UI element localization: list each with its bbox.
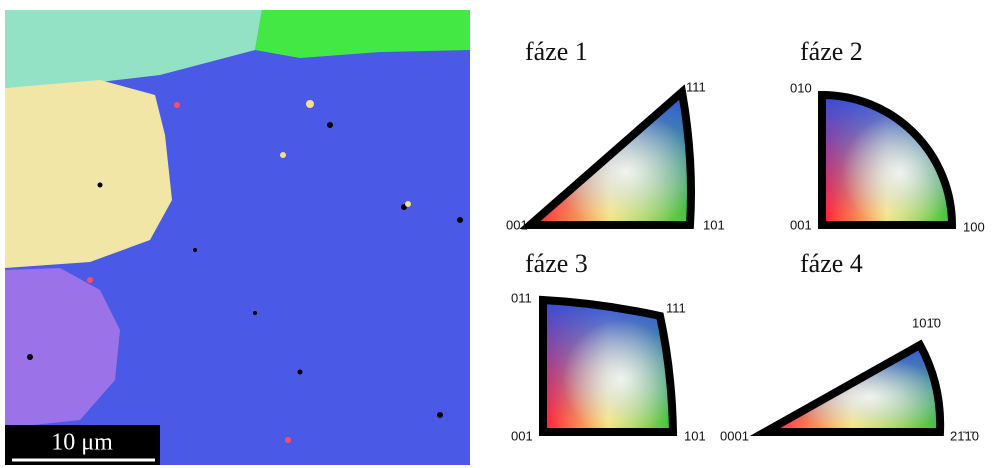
corner-label: 101 bbox=[703, 217, 725, 232]
corner-label: 101̄0 bbox=[912, 315, 941, 330]
ipf-key-2: fáze 2 010 001 100 bbox=[790, 37, 985, 234]
key-title: fáze 3 bbox=[525, 249, 588, 278]
corner-label: 100 bbox=[963, 219, 985, 234]
ipf-key-4: fáze 4 101̄0 0001 21̄1̄0 bbox=[720, 249, 979, 443]
orientation-map bbox=[5, 10, 470, 465]
key-title: fáze 2 bbox=[800, 37, 863, 66]
ipf-key-1: fáze 1 001 111 101 bbox=[506, 37, 725, 232]
key-title: fáze 1 bbox=[525, 37, 588, 66]
scale-bar-label: 10 μm bbox=[51, 430, 113, 456]
corner-label: 111 bbox=[686, 79, 706, 94]
corner-label: 011 bbox=[511, 290, 532, 305]
corner-label: 001 bbox=[790, 217, 812, 232]
ipf-key-3: fáze 3 011 111 001 101 bbox=[511, 249, 706, 443]
corner-label: 101 bbox=[684, 428, 706, 443]
corner-label: 001 bbox=[511, 428, 533, 443]
corner-label: 010 bbox=[790, 80, 812, 95]
page: 10 μm fáze 1 001 111 101 fáze 2 010 001 … bbox=[0, 0, 994, 468]
corner-label: 111 bbox=[666, 300, 686, 315]
corner-label: 0001 bbox=[720, 428, 749, 443]
corner-label: 21̄1̄0 bbox=[950, 428, 979, 443]
figure: 10 μm fáze 1 001 111 101 fáze 2 010 001 … bbox=[0, 0, 994, 468]
scale-bar: 10 μm bbox=[5, 425, 160, 465]
key-title: fáze 4 bbox=[800, 249, 863, 278]
corner-label: 001 bbox=[506, 217, 528, 232]
